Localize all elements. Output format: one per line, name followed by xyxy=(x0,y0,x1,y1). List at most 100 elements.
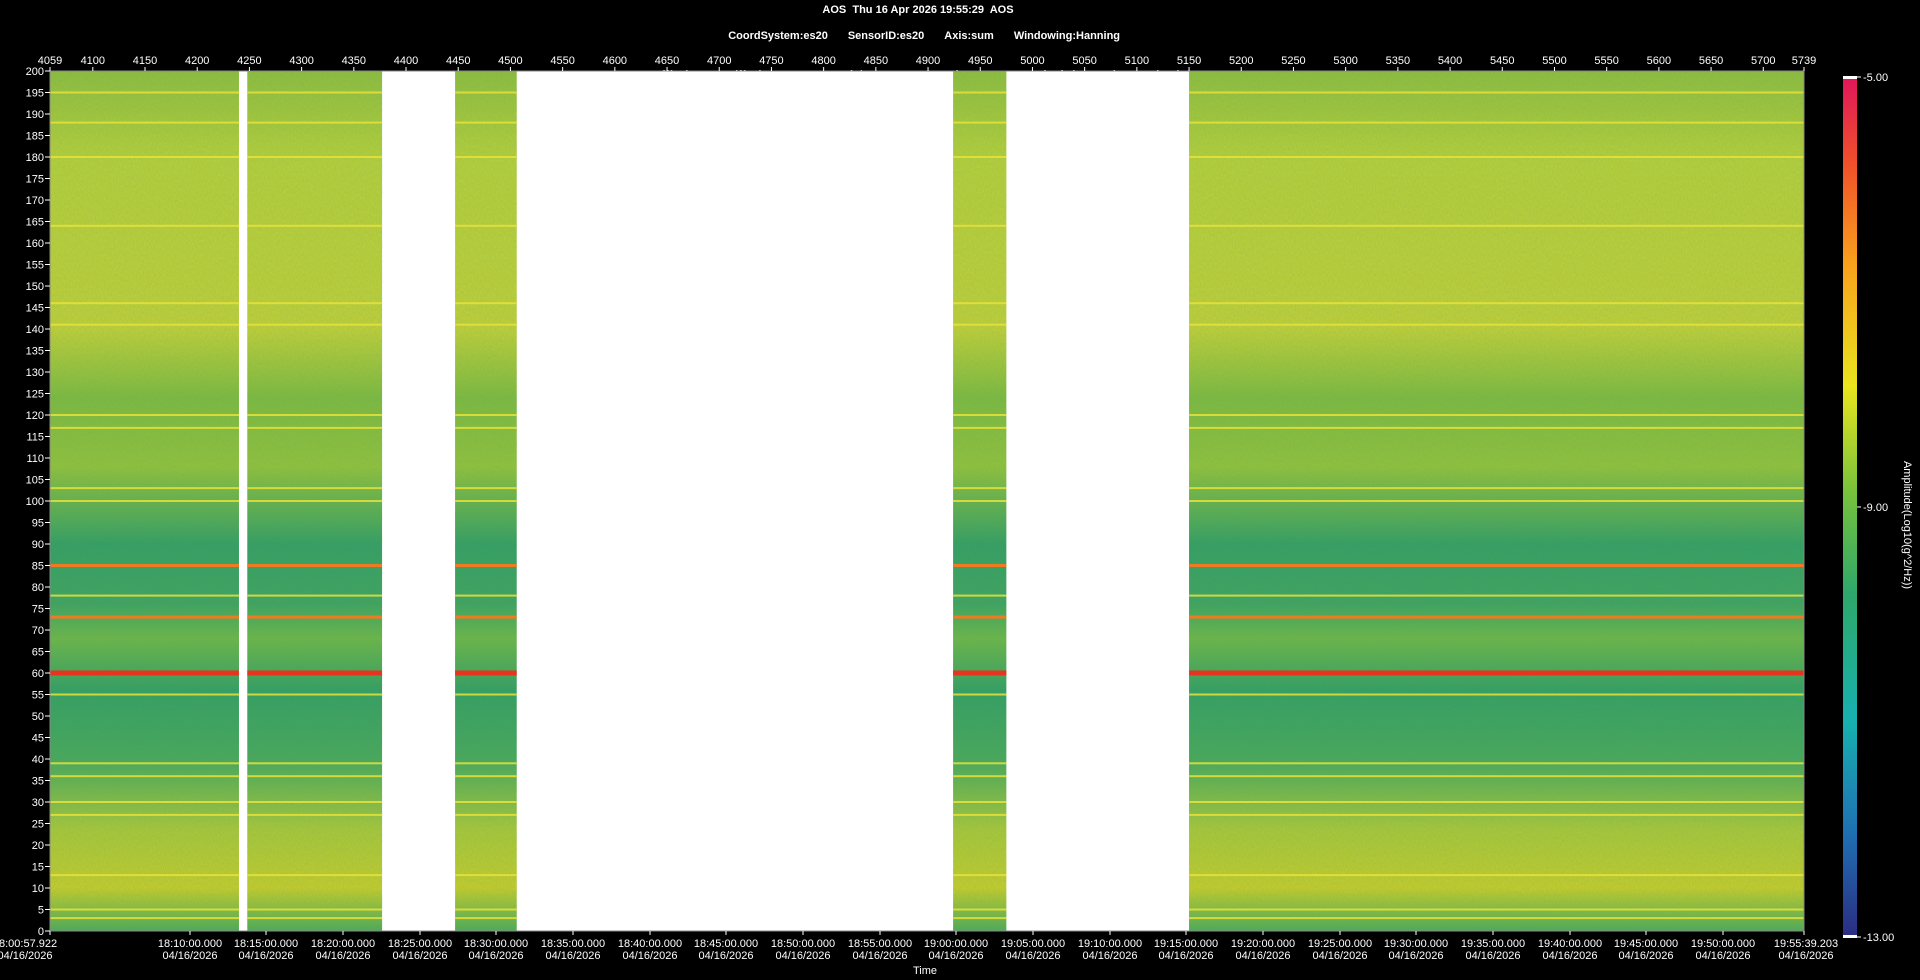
spectral-line xyxy=(953,762,1007,765)
spectral-line xyxy=(455,594,517,597)
spectral-line xyxy=(1189,302,1804,305)
header-line-2: CoordSystem:es20 SensorID:es20 Axis:sum Win… xyxy=(0,17,1836,56)
y-tick-label: 195 xyxy=(26,88,44,100)
spectral-line xyxy=(455,426,517,429)
y-tick-label: 150 xyxy=(26,281,44,293)
strong-spectral-line xyxy=(1189,670,1804,676)
top-tick-label: 5450 xyxy=(1490,55,1514,67)
date-tick-label: 04/16/2026 xyxy=(1312,950,1367,962)
y-tick-label: 200 xyxy=(26,66,44,78)
spectral-line xyxy=(50,224,239,227)
spectral-line xyxy=(953,302,1007,305)
spectral-line xyxy=(50,500,239,502)
spectral-line xyxy=(247,813,383,816)
spectral-line xyxy=(1189,908,1804,911)
strong-spectral-line xyxy=(455,670,517,676)
spectral-line xyxy=(1189,775,1804,778)
spectral-line xyxy=(455,874,517,877)
y-tick-label: 130 xyxy=(26,367,44,379)
spectral-line xyxy=(50,594,239,597)
strong-spectral-line xyxy=(953,670,1007,676)
x-axis-label: Time xyxy=(913,965,937,977)
strong-spectral-line xyxy=(247,670,383,676)
spectral-line xyxy=(50,813,239,816)
strong-spectral-line xyxy=(1189,564,1804,567)
spectral-line xyxy=(50,414,239,416)
colorbar-tick-label: -9.00 xyxy=(1863,502,1888,514)
date-tick-label: 04/16/2026 xyxy=(545,950,600,962)
spectral-line xyxy=(50,762,239,765)
top-tick-label: 4150 xyxy=(133,55,157,67)
top-tick-label: 5050 xyxy=(1072,55,1096,67)
time-tick-label: 19:25:00.000 xyxy=(1308,938,1372,950)
y-tick-label: 155 xyxy=(26,260,44,272)
y-tick-label: 30 xyxy=(32,797,44,809)
spectral-line xyxy=(247,323,383,326)
spectral-line xyxy=(50,693,239,696)
y-tick-label: 15 xyxy=(32,862,44,874)
y-tick-label: 165 xyxy=(26,217,44,229)
date-tick-label: 04/16/2026 xyxy=(1082,950,1137,962)
top-tick-label: 5200 xyxy=(1229,55,1253,67)
top-tick-label: 4600 xyxy=(603,55,627,67)
strong-spectral-line xyxy=(953,564,1007,567)
spectral-line xyxy=(455,487,517,490)
top-tick-label: 5600 xyxy=(1647,55,1671,67)
colorbar-tick-label: -5.00 xyxy=(1863,72,1888,84)
top-tick-label: 4700 xyxy=(707,55,731,67)
date-tick-label: 04/16/2026 xyxy=(622,950,677,962)
y-tick-label: 35 xyxy=(32,776,44,788)
spectral-line xyxy=(247,693,383,696)
spectral-line xyxy=(953,224,1007,227)
spectral-line xyxy=(50,426,239,429)
date-tick-label: 04/16/2026 xyxy=(1465,950,1520,962)
top-tick-label: 4100 xyxy=(81,55,105,67)
data-segment xyxy=(247,71,383,931)
top-tick-label: 4800 xyxy=(811,55,835,67)
top-tick-label: 4250 xyxy=(237,55,261,67)
y-tick-label: 95 xyxy=(32,518,44,530)
y-tick-label: 60 xyxy=(32,668,44,680)
time-tick-label: 18:25:00.000 xyxy=(388,938,452,950)
y-tick-label: 75 xyxy=(32,604,44,616)
spectral-line xyxy=(953,121,1007,124)
strong-spectral-line xyxy=(1189,615,1804,619)
spectral-line xyxy=(455,414,517,416)
y-tick-label: 185 xyxy=(26,131,44,143)
top-tick-label: 5250 xyxy=(1281,55,1305,67)
colorbar: -5.00 -9.00 -13.00 Amplitude(Log10(g^2/Hz)) xyxy=(1843,72,1913,944)
y-tick-label: 90 xyxy=(32,539,44,551)
spectral-line xyxy=(247,874,383,877)
top-tick-label: 5400 xyxy=(1438,55,1462,67)
spectral-line xyxy=(1189,91,1804,94)
y-tick-label: 85 xyxy=(32,561,44,573)
date-tick-label: 04/16/2026 xyxy=(852,950,907,962)
date-tick-label: 04/16/2026 xyxy=(928,950,983,962)
time-tick-label: 18:00:57.922 xyxy=(0,938,57,950)
time-tick-label: 19:15:00.000 xyxy=(1154,938,1218,950)
colorbar-gradient xyxy=(1843,77,1857,937)
data-segment xyxy=(1189,71,1804,931)
top-tick-label: 5300 xyxy=(1333,55,1357,67)
spectral-line xyxy=(50,487,239,490)
y-tick-label: 40 xyxy=(32,754,44,766)
coord-system-label: CoordSystem:es20 xyxy=(728,30,828,42)
y-tick-label: 125 xyxy=(26,389,44,401)
axes: 0510152025303540455055606570758085909510… xyxy=(0,55,1838,977)
top-tick-label: 4650 xyxy=(655,55,679,67)
date-tick-label: 04/16/2026 xyxy=(392,950,447,962)
spectral-line xyxy=(455,908,517,911)
top-tick-label: 4950 xyxy=(968,55,992,67)
spectral-line xyxy=(247,487,383,490)
date-tick-label: 04/16/2026 xyxy=(1388,950,1443,962)
y-tick-label: 20 xyxy=(32,840,44,852)
top-tick-label: 5350 xyxy=(1386,55,1410,67)
top-tick-label: 5500 xyxy=(1542,55,1566,67)
strong-spectral-line xyxy=(455,615,517,619)
spectral-line xyxy=(953,908,1007,911)
spectral-line xyxy=(953,156,1007,158)
top-tick-label: 4900 xyxy=(916,55,940,67)
y-tick-label: 80 xyxy=(32,582,44,594)
spectral-line xyxy=(247,91,383,94)
date-tick-label: 04/16/2026 xyxy=(162,950,217,962)
